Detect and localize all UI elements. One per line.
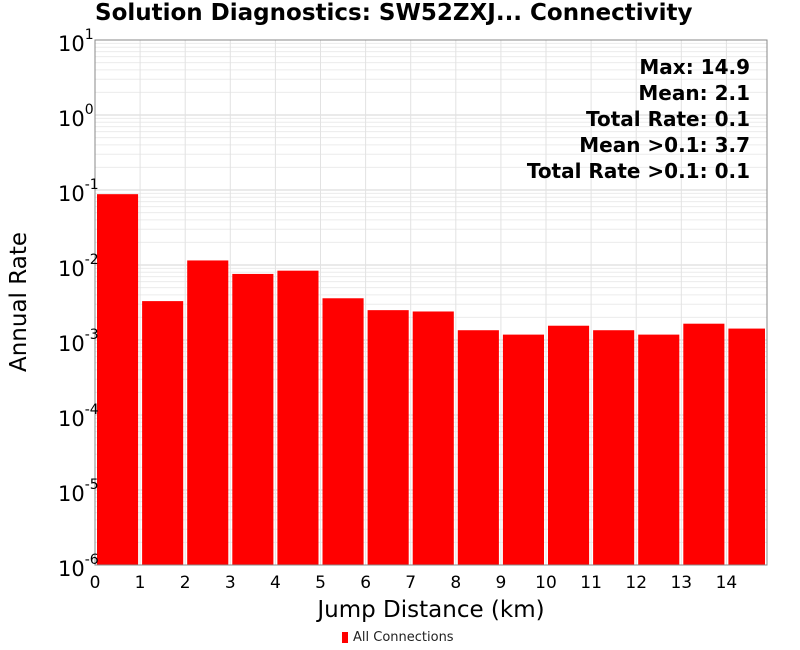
y-tick-label: 10-5 (58, 477, 99, 506)
chart-title: Solution Diagnostics: SW52ZXJ... Connect… (95, 0, 693, 26)
bar (412, 311, 454, 565)
y-tick-label: 10-6 (58, 552, 99, 581)
y-axis-label: Annual Rate (6, 232, 32, 372)
bar (232, 273, 274, 565)
x-tick-label: 11 (580, 573, 602, 593)
bar (502, 334, 545, 565)
x-axis-label: Jump Distance (km) (315, 597, 544, 623)
x-tick-label: 5 (315, 573, 326, 593)
y-tick-labels: 101 100 10-1 10-2 10-3 10-4 10-5 10-6 (58, 27, 99, 581)
y-tick-label: 101 (58, 27, 94, 56)
stats-annotation: Mean: 2.1 (638, 81, 750, 105)
x-tick-label: 3 (225, 573, 236, 593)
x-tick-label: 1 (135, 573, 146, 593)
y-tick-label: 10-1 (58, 177, 99, 206)
bar (683, 323, 725, 565)
x-tick-label: 12 (625, 573, 647, 593)
x-tick-label: 7 (405, 573, 416, 593)
y-tick-label: 10-2 (58, 252, 99, 281)
x-tick-label: 4 (270, 573, 281, 593)
legend-swatch (342, 632, 348, 643)
legend-label: All Connections (353, 630, 454, 645)
bars (97, 194, 765, 565)
bar (638, 334, 680, 565)
x-tick-label: 6 (360, 573, 371, 593)
bar (728, 328, 765, 565)
x-tick-label: 13 (670, 573, 692, 593)
x-tick-label: 14 (716, 573, 738, 593)
y-tick-label: 100 (58, 102, 94, 131)
x-tick-label: 8 (450, 573, 461, 593)
stats-annotation: Total Rate: 0.1 (586, 107, 750, 131)
x-tick-label: 2 (180, 573, 191, 593)
bar (277, 270, 319, 565)
y-tick-label: 10-4 (58, 402, 99, 431)
stats-annotation: Mean >0.1: 3.7 (579, 133, 750, 157)
bar (322, 298, 364, 565)
bar (142, 301, 184, 565)
bar (187, 260, 229, 565)
x-tick-label: 9 (495, 573, 506, 593)
x-tick-label: 0 (90, 573, 101, 593)
legend: All Connections (342, 630, 454, 645)
bar (367, 310, 409, 565)
stats-annotation: Total Rate >0.1: 0.1 (527, 159, 750, 183)
bar (593, 330, 635, 565)
x-tick-label: 10 (535, 573, 557, 593)
bar (457, 330, 499, 565)
plot-frame (94, 39, 768, 566)
stats-annotation: Max: 14.9 (639, 55, 750, 79)
bar (97, 194, 139, 565)
bar (548, 325, 590, 565)
y-tick-label: 10-3 (58, 327, 99, 356)
x-tick-labels: 0 1 2 3 4 5 6 7 8 9 10 11 12 13 14 (90, 573, 738, 593)
